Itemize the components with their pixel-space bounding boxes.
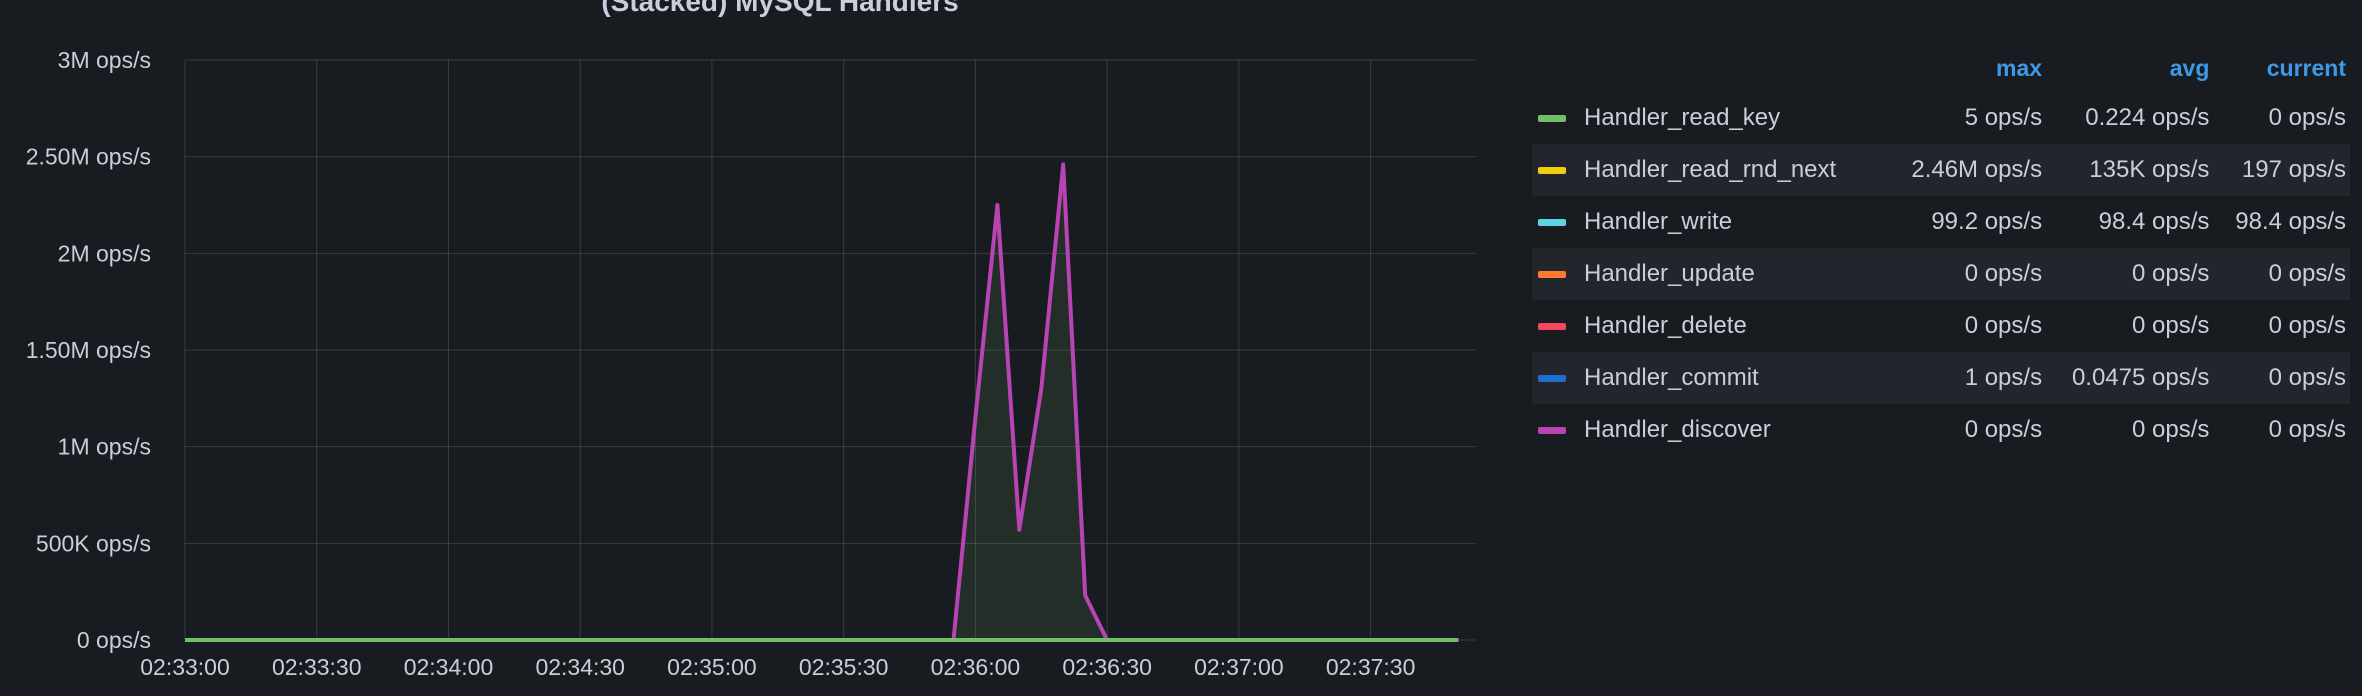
x-tick-label: 02:33:30: [272, 654, 362, 680]
legend-max-value: 0 ops/s: [1964, 312, 2043, 339]
legend-series-cell: Handler_read_key: [1532, 92, 1887, 144]
legend-current-value: 0 ops/s: [2268, 312, 2346, 339]
legend-max-value: 1 ops/s: [1886, 352, 2047, 404]
legend-row[interactable]: Handler_delete 0 ops/s 0 ops/s 0 ops/s: [1532, 300, 2350, 352]
y-tick-label: 500K ops/s: [36, 530, 151, 556]
legend-avg-value: 0.0475 ops/s: [2046, 352, 2214, 404]
legend-series-cell: Handler_commit: [1532, 352, 1887, 404]
legend-row[interactable]: Handler_discover 0 ops/s 0 ops/s 0 ops/s: [1532, 404, 2350, 456]
legend-avg-value: 0 ops/s: [2131, 416, 2210, 443]
legend-max-value: 99.2 ops/s: [1931, 208, 2043, 235]
legend-avg-value: 98.4 ops/s: [2098, 208, 2210, 235]
series-line-handler-discover[interactable]: [185, 162, 1459, 642]
y-tick-label: 1M ops/s: [58, 434, 151, 460]
legend-color-swatch[interactable]: [1538, 323, 1566, 331]
y-tick-label: 2M ops/s: [58, 240, 151, 266]
legend-series-cell: Handler_write: [1532, 196, 1887, 248]
legend-series-name[interactable]: Handler_commit: [1584, 364, 1759, 391]
legend-color-swatch[interactable]: [1538, 427, 1566, 435]
x-tick-label: 02:34:30: [535, 654, 625, 680]
legend-color-swatch[interactable]: [1538, 115, 1566, 123]
legend-series-name[interactable]: Handler_write: [1584, 208, 1733, 235]
legend-max-value: 0 ops/s: [1886, 248, 2047, 300]
legend-color-swatch[interactable]: [1538, 375, 1566, 383]
x-tick-label: 02:33:00: [140, 654, 230, 680]
x-tick-label: 02:36:00: [931, 654, 1021, 680]
legend-avg-value: 0 ops/s: [2046, 248, 2214, 300]
x-tick-label: 02:37:00: [1194, 654, 1284, 680]
legend-current-value: 0 ops/s: [2268, 416, 2346, 443]
legend-row[interactable]: Handler_write 99.2 ops/s 98.4 ops/s 98.4 op…: [1532, 196, 2350, 248]
legend-max-value: 0 ops/s: [1964, 416, 2043, 443]
x-tick-label: 02:36:30: [1062, 654, 1152, 680]
x-tick-label: 02:35:30: [799, 654, 889, 680]
legend-current-value: 0 ops/s: [2268, 104, 2346, 131]
legend-row[interactable]: Handler_read_rnd_next 2.46M ops/s 135K ops…: [1532, 144, 2350, 196]
legend-max-value: 5 ops/s: [1964, 104, 2043, 131]
chart-legend: max avg current Handler_read_key 5 ops/s 0…: [1532, 52, 2350, 456]
y-tick-label: 2.50M ops/s: [26, 144, 151, 170]
legend-series-name[interactable]: Handler_read_rnd_next: [1584, 156, 1837, 183]
x-tick-label: 02:37:30: [1326, 654, 1416, 680]
legend-color-swatch[interactable]: [1538, 271, 1566, 279]
legend-current-value: 0 ops/s: [2213, 352, 2350, 404]
legend-header-avg[interactable]: avg: [2169, 54, 2210, 81]
x-tick-label: 02:35:00: [667, 654, 757, 680]
legend-series-name[interactable]: Handler_read_key: [1584, 104, 1781, 131]
y-tick-label: 0 ops/s: [77, 627, 151, 653]
legend-avg-value: 0 ops/s: [2131, 312, 2210, 339]
panel-title[interactable]: (Stacked) MySQL Handlers: [601, 0, 959, 17]
legend-series-cell: Handler_delete: [1532, 300, 1887, 352]
chart-plot-area[interactable]: 0 ops/s 500K ops/s 1M ops/s 1.50M ops/s 2M o…: [0, 0, 1530, 696]
legend-current-value: 98.4 ops/s: [2235, 208, 2346, 235]
y-tick-label: 3M ops/s: [58, 47, 151, 73]
series-area-handler-discover: [185, 164, 1459, 640]
legend-header-max[interactable]: max: [1996, 54, 2043, 81]
legend-series-name[interactable]: Handler_delete: [1584, 312, 1747, 339]
legend-current-value: 0 ops/s: [2213, 248, 2350, 300]
legend-row[interactable]: Handler_update 0 ops/s 0 ops/s 0 ops/s: [1532, 248, 2350, 300]
legend-series-cell: Handler_discover: [1532, 404, 1887, 456]
legend-series-cell: Handler_read_rnd_next: [1532, 144, 1887, 196]
legend-avg-value: 135K ops/s: [2046, 144, 2214, 196]
legend-max-value: 2.46M ops/s: [1886, 144, 2047, 196]
legend-series-name[interactable]: Handler_discover: [1584, 416, 1771, 443]
legend-row[interactable]: Handler_commit 1 ops/s 0.0475 ops/s 0 ops/s: [1532, 352, 2350, 404]
y-tick-label: 1.50M ops/s: [26, 337, 151, 363]
legend-series-name[interactable]: Handler_update: [1584, 260, 1755, 287]
legend-color-swatch[interactable]: [1538, 167, 1566, 175]
legend-avg-value: 0.224 ops/s: [2085, 104, 2210, 131]
legend-color-swatch[interactable]: [1538, 219, 1566, 227]
legend-header-current[interactable]: current: [2266, 54, 2346, 81]
legend-row[interactable]: Handler_read_key 5 ops/s 0.224 ops/s 0 ops/…: [1532, 92, 2350, 144]
legend-current-value: 197 ops/s: [2213, 144, 2350, 196]
legend-header-name: [1532, 52, 1887, 92]
x-tick-label: 02:34:00: [404, 654, 494, 680]
legend-series-cell: Handler_update: [1532, 248, 1887, 300]
